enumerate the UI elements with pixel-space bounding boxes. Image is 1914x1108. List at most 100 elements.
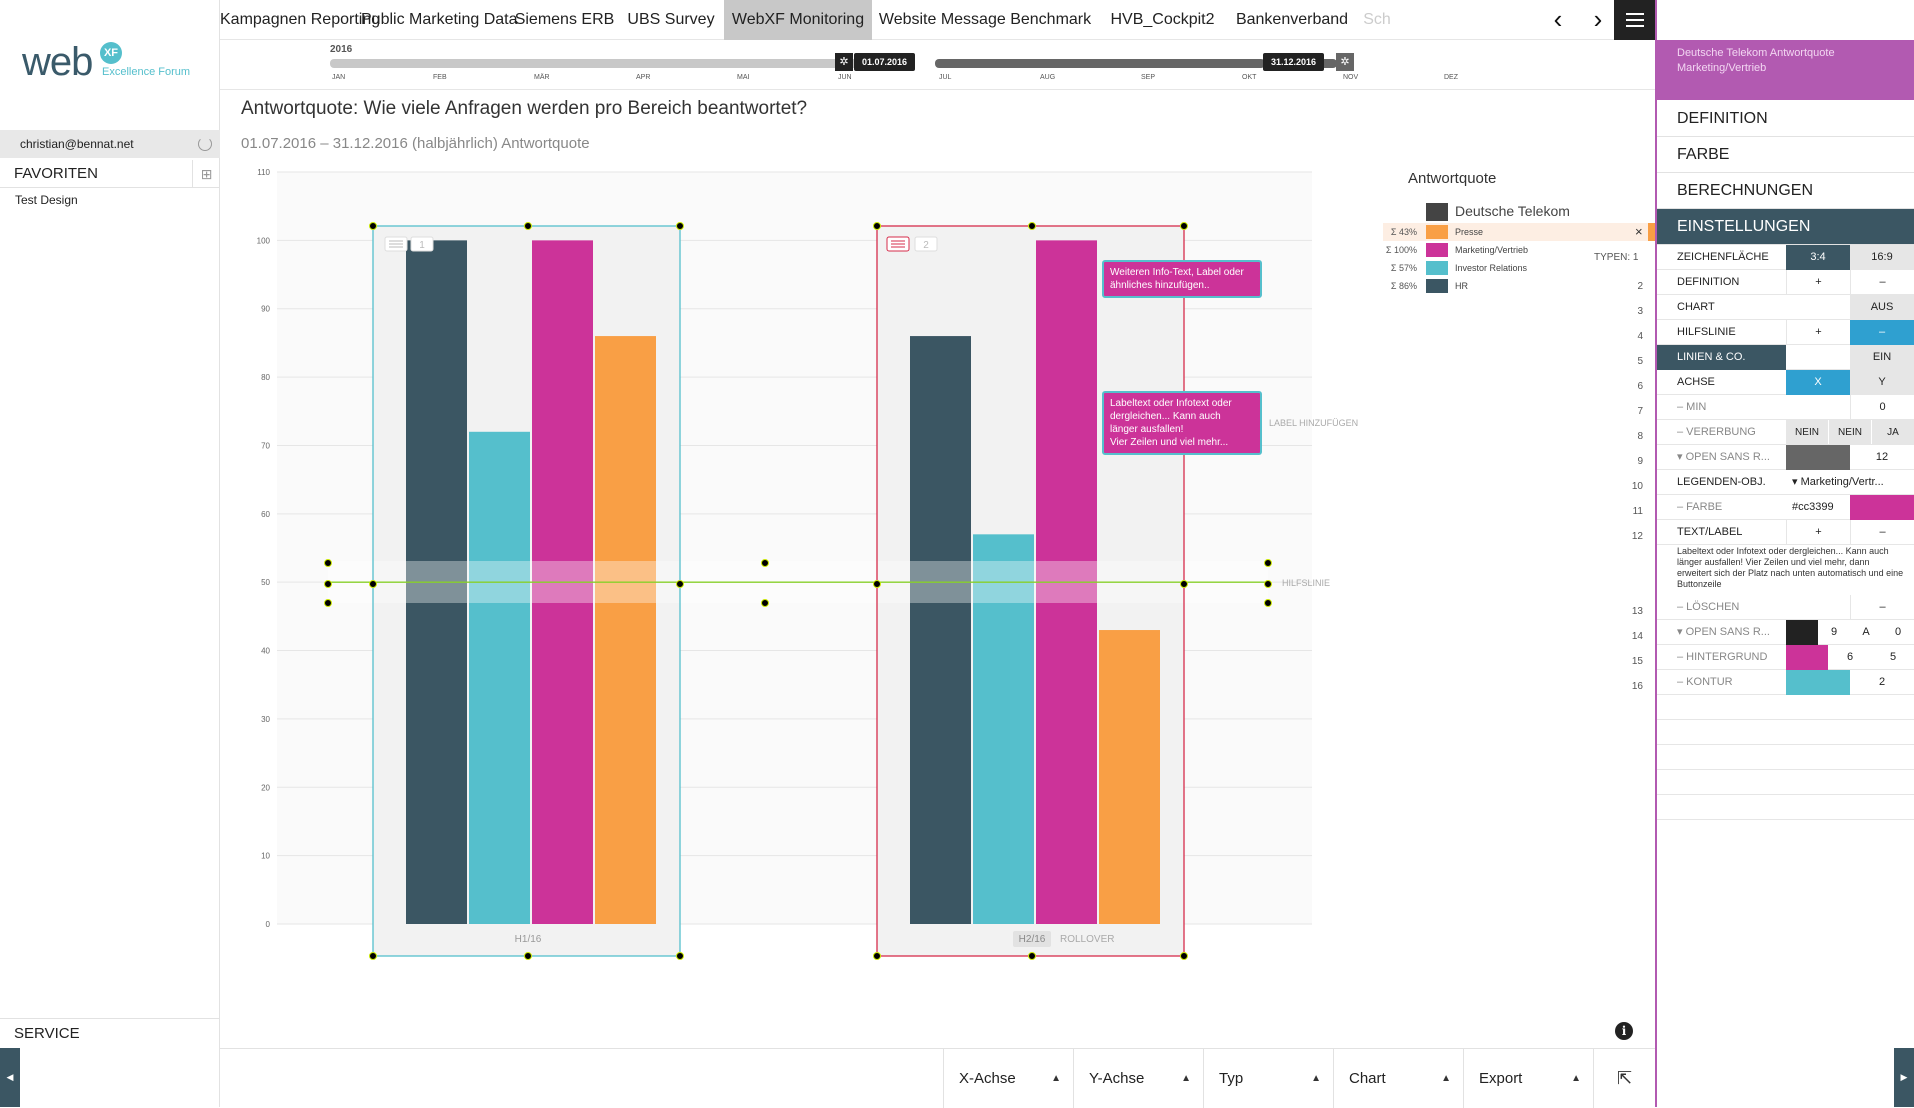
menu-farbe[interactable]: FARBE: [1657, 137, 1914, 173]
menu-icon[interactable]: [1614, 0, 1656, 40]
resize-handle[interactable]: [1028, 952, 1036, 960]
font-color-swatch[interactable]: [1786, 445, 1850, 470]
info-tooltip-2[interactable]: Labeltext oder Infotext oder dergleichen…: [1102, 391, 1262, 455]
outline-width-input[interactable]: 2: [1878, 676, 1886, 688]
plus-button[interactable]: +: [1786, 270, 1850, 295]
favorite-item[interactable]: Test Design: [15, 193, 78, 207]
vererbung-option[interactable]: NEIN: [1829, 420, 1871, 445]
resize-handle[interactable]: [873, 580, 881, 588]
delete-button[interactable]: –: [1850, 595, 1914, 620]
resize-handle[interactable]: [324, 599, 332, 607]
collapse-left-icon[interactable]: ◀: [0, 1048, 20, 1107]
add-label-link[interactable]: LABEL HINZUFÜGEN: [1269, 418, 1358, 428]
resize-handle[interactable]: [1264, 599, 1272, 607]
legend-object-select[interactable]: ▾ Marketing/Vertr...: [1792, 476, 1884, 488]
resize-handle[interactable]: [369, 222, 377, 230]
user-email[interactable]: christian@bennat.net: [20, 137, 134, 151]
group-2-badge[interactable]: 2: [886, 236, 938, 252]
font-style-button[interactable]: A: [1862, 626, 1870, 638]
plus-button[interactable]: +: [1786, 520, 1850, 545]
resize-handle[interactable]: [873, 952, 881, 960]
color-hex-input[interactable]: #cc3399: [1792, 501, 1834, 513]
resize-handle[interactable]: [676, 222, 684, 230]
collapse-right-icon[interactable]: ▶: [1894, 1048, 1914, 1107]
resize-handle[interactable]: [1028, 222, 1036, 230]
end-gear-icon[interactable]: ✲: [1336, 53, 1354, 71]
start-gear-icon[interactable]: ✲: [835, 53, 853, 71]
type-button[interactable]: Typ ▲: [1203, 1049, 1333, 1108]
resize-handle[interactable]: [524, 952, 532, 960]
chart-toggle[interactable]: AUS: [1850, 295, 1914, 320]
start-date-handle[interactable]: 01.07.2016: [854, 53, 916, 71]
tab-siemens-erb[interactable]: Siemens ERB: [514, 11, 615, 28]
ratio-3-4-button[interactable]: 3:4: [1786, 245, 1850, 270]
axis-x-button[interactable]: X: [1786, 370, 1850, 395]
resize-handle[interactable]: [761, 599, 769, 607]
resize-handle[interactable]: [369, 580, 377, 588]
minus-button[interactable]: –: [1850, 270, 1914, 295]
tab-hvb-cockpit2[interactable]: HVB_Cockpit2: [1110, 11, 1215, 28]
info-tooltip-1[interactable]: Weiteren Info-Text, Label oder ähnliches…: [1102, 260, 1262, 298]
timeline-track-active[interactable]: [935, 59, 1265, 68]
new-export-icon[interactable]: ⇱: [1593, 1049, 1655, 1108]
resize-handle[interactable]: [1180, 222, 1188, 230]
plus-button[interactable]: +: [1786, 320, 1850, 345]
logo[interactable]: web XF Excellence Forum: [22, 40, 190, 85]
menu-definition[interactable]: DEFINITION: [1657, 101, 1914, 137]
close-icon[interactable]: ×: [1635, 224, 1643, 239]
tab-ubs-survey[interactable]: UBS Survey: [627, 11, 715, 28]
resize-handle[interactable]: [873, 222, 881, 230]
bar-investor-relations[interactable]: [973, 534, 1034, 924]
resize-handle[interactable]: [676, 952, 684, 960]
ratio-16-9-button[interactable]: 16:9: [1850, 245, 1914, 270]
power-icon[interactable]: [198, 137, 212, 151]
minus-button[interactable]: –: [1850, 320, 1914, 345]
group-1-badge[interactable]: 1: [384, 236, 434, 252]
font-size-input[interactable]: 12: [1875, 451, 1889, 463]
min-input[interactable]: 0: [1850, 395, 1914, 420]
font-offset-input[interactable]: 0: [1894, 626, 1902, 638]
font-size-input[interactable]: 9: [1830, 626, 1838, 638]
x-axis-button[interactable]: X-Achse ▲: [943, 1049, 1073, 1108]
next-tab-icon[interactable]: ›: [1593, 4, 1603, 34]
bar-hr[interactable]: [910, 336, 971, 924]
end-date-handle[interactable]: 31.12.2016: [1263, 53, 1325, 71]
legend-item-presse[interactable]: Σ 43% Presse ×: [1383, 223, 1655, 241]
bar-investor-relations[interactable]: [469, 431, 530, 924]
tab-public-marketing-data[interactable]: Public Marketing Data: [361, 11, 518, 28]
background-swatch[interactable]: [1786, 645, 1828, 670]
service-menu[interactable]: SERVICE: [0, 1018, 220, 1048]
resize-handle[interactable]: [324, 580, 332, 588]
linien-toggle[interactable]: EIN: [1850, 345, 1914, 370]
vererbung-option[interactable]: NEIN: [1786, 420, 1828, 445]
resize-handle[interactable]: [324, 559, 332, 567]
previous-tab-icon[interactable]: ‹: [1553, 4, 1563, 34]
resize-handle[interactable]: [676, 580, 684, 588]
resize-handle[interactable]: [1180, 580, 1188, 588]
outline-swatch[interactable]: [1786, 670, 1850, 695]
bar-presse[interactable]: [1099, 630, 1160, 924]
background-input[interactable]: 5: [1889, 651, 1897, 663]
setting-label[interactable]: ▾ OPEN SANS R...: [1677, 451, 1770, 463]
resize-handle[interactable]: [524, 222, 532, 230]
tab-bankenverband[interactable]: Bankenverband: [1235, 11, 1349, 28]
bar-presse[interactable]: [595, 336, 656, 924]
info-icon[interactable]: i: [1615, 1022, 1633, 1040]
y-axis-button[interactable]: Y-Achse ▲: [1073, 1049, 1203, 1108]
add-folder-icon[interactable]: ⊞: [192, 160, 220, 188]
chart-button[interactable]: Chart ▲: [1333, 1049, 1463, 1108]
resize-handle[interactable]: [1180, 952, 1188, 960]
tab-sch[interactable]: Sch: [1363, 11, 1391, 28]
export-button[interactable]: Export ▲: [1463, 1049, 1593, 1108]
label-text-input[interactable]: Labeltext oder Infotext oder dergleichen…: [1677, 546, 1904, 589]
tab-webxf-monitoring[interactable]: WebXF Monitoring: [724, 0, 872, 40]
menu-berechnungen[interactable]: BERECHNUNGEN: [1657, 173, 1914, 209]
resize-handle[interactable]: [1264, 580, 1272, 588]
color-swatch[interactable]: [1850, 495, 1914, 520]
axis-y-button[interactable]: Y: [1850, 370, 1914, 395]
font-color-swatch[interactable]: [1786, 620, 1818, 645]
resize-handle[interactable]: [1264, 559, 1272, 567]
minus-button[interactable]: –: [1850, 520, 1914, 545]
tab-kampagnen-reporting[interactable]: Kampagnen Reporting: [220, 11, 381, 28]
resize-handle[interactable]: [369, 952, 377, 960]
